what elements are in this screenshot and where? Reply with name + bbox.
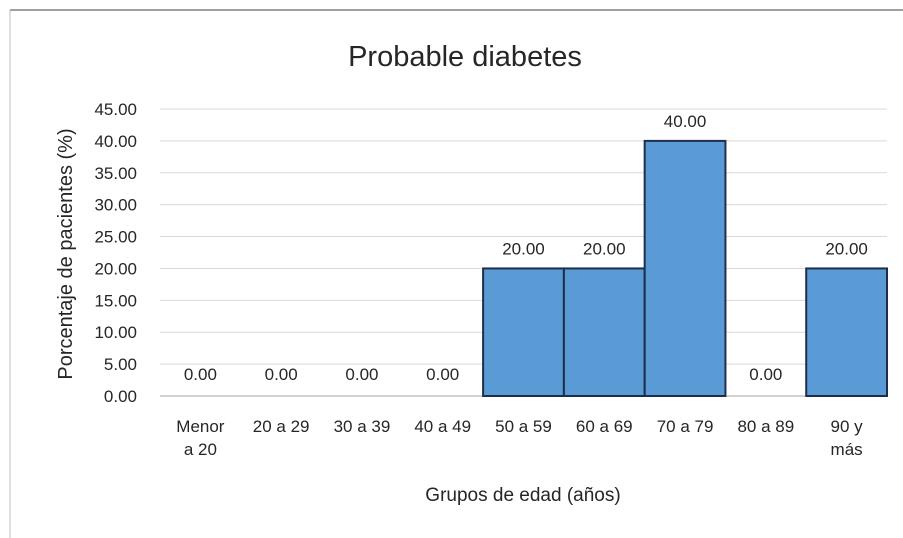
x-tick-label: 40 a 49 [414, 417, 471, 436]
data-label: 0.00 [345, 365, 378, 384]
chart-title: Probable diabetes [348, 41, 582, 73]
x-tick-label: 80 a 89 [737, 417, 794, 436]
data-label: 0.00 [749, 365, 782, 384]
bars [482, 139, 889, 398]
data-label: 40.00 [664, 112, 707, 131]
y-tick-label: 25.00 [94, 228, 137, 247]
y-tick-label: 40.00 [94, 132, 137, 151]
y-tick-label: 15.00 [94, 291, 137, 310]
data-label: 0.00 [265, 365, 298, 384]
data-label: 0.00 [184, 365, 217, 384]
x-tick-label: a 20 [184, 440, 217, 459]
x-tick-label: 70 a 79 [657, 417, 714, 436]
x-tick-label: 90 y [831, 417, 864, 436]
x-tick-label: 30 a 39 [334, 417, 391, 436]
data-label: 20.00 [825, 239, 868, 258]
data-label: 20.00 [583, 239, 626, 258]
y-tick-label: 10.00 [94, 323, 137, 342]
bar [562, 267, 646, 398]
x-tick-label: 20 a 29 [253, 417, 310, 436]
y-tick-label: 30.00 [94, 196, 137, 215]
x-tick-label: 60 a 69 [576, 417, 633, 436]
x-tick-label: Menor [176, 417, 225, 436]
y-tick-label: 5.00 [104, 355, 137, 374]
data-labels: 0.00 0.00 0.00 0.00 20.00 20.00 40.00 0.00 20.00 [184, 112, 868, 384]
y-tick-label: 20.00 [94, 259, 137, 278]
y-axis-ticks: 0.00 5.00 10.00 15.00 20.00 25.00 30.00 35.00 40… [94, 100, 137, 406]
x-axis-ticks: Menor a 20 20 a 29 30 a 39 40 a 49 50 a 59 60 … [176, 417, 863, 459]
data-label: 0.00 [426, 365, 459, 384]
y-tick-label: 45.00 [94, 100, 137, 119]
x-tick-label: más [831, 440, 863, 459]
bar [643, 139, 727, 397]
x-axis-title: Grupos de edad (años) [425, 485, 620, 506]
bar [482, 267, 565, 398]
x-tick-label: 50 a 59 [495, 417, 552, 436]
data-label: 20.00 [502, 239, 545, 258]
y-axis-title: Porcentaje de pacientes (%) [55, 128, 77, 379]
y-tick-label: 35.00 [94, 164, 137, 183]
y-tick-label: 0.00 [104, 387, 137, 406]
bar [805, 267, 889, 398]
